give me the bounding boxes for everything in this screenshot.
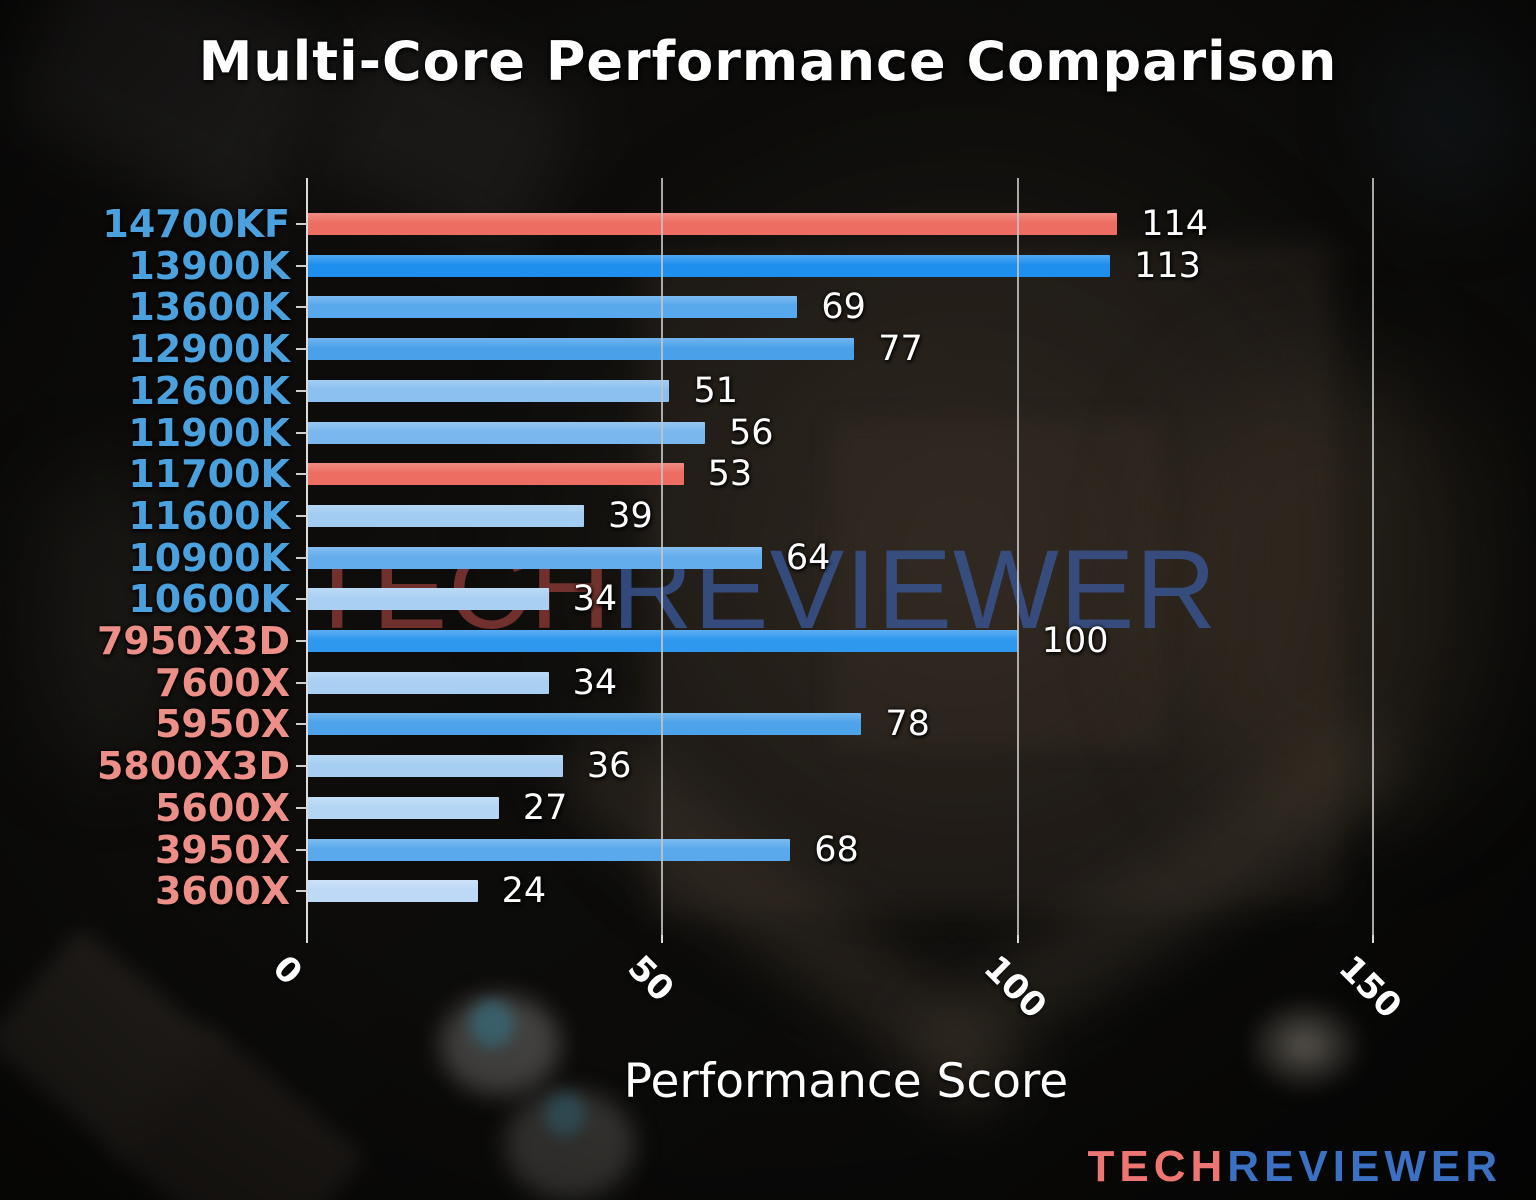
y-axis-label-5950X: 5950X xyxy=(154,702,290,747)
y-tick-mark xyxy=(296,723,307,726)
y-axis-label-5800X3D: 5800X3D xyxy=(96,744,290,789)
bar-value-label: 100 xyxy=(1041,621,1109,661)
bar-5600X xyxy=(307,796,499,819)
y-tick-mark xyxy=(296,306,307,309)
bar-value-label: 68 xyxy=(814,829,859,870)
y-axis-label-5600X: 5600X xyxy=(154,785,290,830)
bar-value-label: 34 xyxy=(572,579,618,620)
chart-title: Multi-Core Performance Comparison xyxy=(198,30,1338,93)
bar-11700K xyxy=(307,463,684,486)
y-tick-mark xyxy=(296,765,307,768)
y-tick-mark xyxy=(296,890,307,893)
y-tick-mark xyxy=(296,848,307,851)
y-axis-label-13900K: 13900K xyxy=(128,243,290,288)
bar-value-label: 113 xyxy=(1134,245,1201,286)
bar-value-label: 34 xyxy=(572,662,618,703)
y-axis-label-11900K: 11900K xyxy=(128,410,290,455)
x-tick-mark xyxy=(661,935,664,943)
bar-13600K xyxy=(307,296,798,319)
x-tick-mark xyxy=(1016,935,1019,943)
bar-12600K xyxy=(307,379,670,402)
gridline-150 xyxy=(1372,178,1375,935)
bar-value-label: 77 xyxy=(878,329,923,370)
x-tick-mark xyxy=(306,935,308,943)
y-tick-mark xyxy=(296,556,307,559)
y-tick-mark xyxy=(296,223,307,225)
brand-logo-reviewer: REVIEWER xyxy=(1227,1142,1502,1191)
y-tick-mark xyxy=(296,681,307,684)
y-tick-mark xyxy=(296,348,307,351)
y-tick-mark xyxy=(296,389,307,392)
y-axis-label-11600K: 11600K xyxy=(128,493,290,538)
bar-value-label: 78 xyxy=(885,704,930,745)
y-axis-label-13600K: 13600K xyxy=(128,285,290,330)
y-tick-mark xyxy=(296,640,307,642)
bar-value-label: 114 xyxy=(1141,204,1208,244)
y-axis-label-11700K: 11700K xyxy=(128,452,290,497)
y-axis-label-10900K: 10900K xyxy=(128,535,290,580)
y-axis-label-10600K: 10600K xyxy=(128,577,290,622)
bar-value-label: 24 xyxy=(501,871,547,912)
gridline-50 xyxy=(661,178,664,935)
y-axis-label-3950X: 3950X xyxy=(154,827,290,872)
bar-14700KF xyxy=(307,213,1118,235)
y-tick-mark xyxy=(296,598,307,601)
bar-5950X xyxy=(307,713,862,736)
y-axis-label-7950X3D: 7950X3D xyxy=(96,619,290,663)
x-tick-mark xyxy=(1372,935,1375,943)
bar-7600X xyxy=(307,671,549,694)
gridline-100 xyxy=(1016,178,1019,935)
bar-value-label: 51 xyxy=(693,370,738,411)
y-tick-mark xyxy=(296,514,307,517)
y-tick-mark xyxy=(296,473,307,476)
y-tick-mark xyxy=(296,806,307,809)
bar-value-label: 56 xyxy=(728,412,774,453)
y-tick-mark xyxy=(296,431,307,434)
bar-3950X xyxy=(307,838,791,861)
bar-10600K xyxy=(307,588,549,611)
y-axis-label-3600X: 3600X xyxy=(154,869,290,914)
plot-area: 114 113 69 77 51 56 53 39 64 34 100 34 78 36 27 68 24 xyxy=(306,178,1385,943)
bar-value-label: 64 xyxy=(785,537,831,578)
brand-logo-tech: TECH xyxy=(1087,1142,1228,1191)
y-tick-mark xyxy=(296,264,307,267)
y-axis-label-14700KF: 14700KF xyxy=(102,202,290,246)
brand-logo: TECHREVIEWER xyxy=(1088,1142,1502,1192)
bar-10900K xyxy=(307,546,762,569)
bar-value-label: 36 xyxy=(586,746,632,787)
bar-12900K xyxy=(307,338,855,361)
y-axis-label-7600X: 7600X xyxy=(154,660,290,705)
bar-11600K xyxy=(307,504,585,527)
x-axis-title: Performance Score xyxy=(623,1054,1069,1109)
bar-5800X3D xyxy=(307,755,563,778)
bar-value-label: 69 xyxy=(821,287,866,328)
bar-value-label: 53 xyxy=(707,454,753,495)
bar-11900K xyxy=(307,421,705,444)
bar-value-label: 27 xyxy=(522,787,568,828)
bar-13900K xyxy=(307,254,1111,277)
bar-3600X xyxy=(307,880,478,903)
y-axis-label-12600K: 12600K xyxy=(128,368,290,413)
y-axis-label-12900K: 12900K xyxy=(128,327,290,372)
y-axis-line xyxy=(306,178,308,935)
bar-value-label: 39 xyxy=(608,495,653,536)
